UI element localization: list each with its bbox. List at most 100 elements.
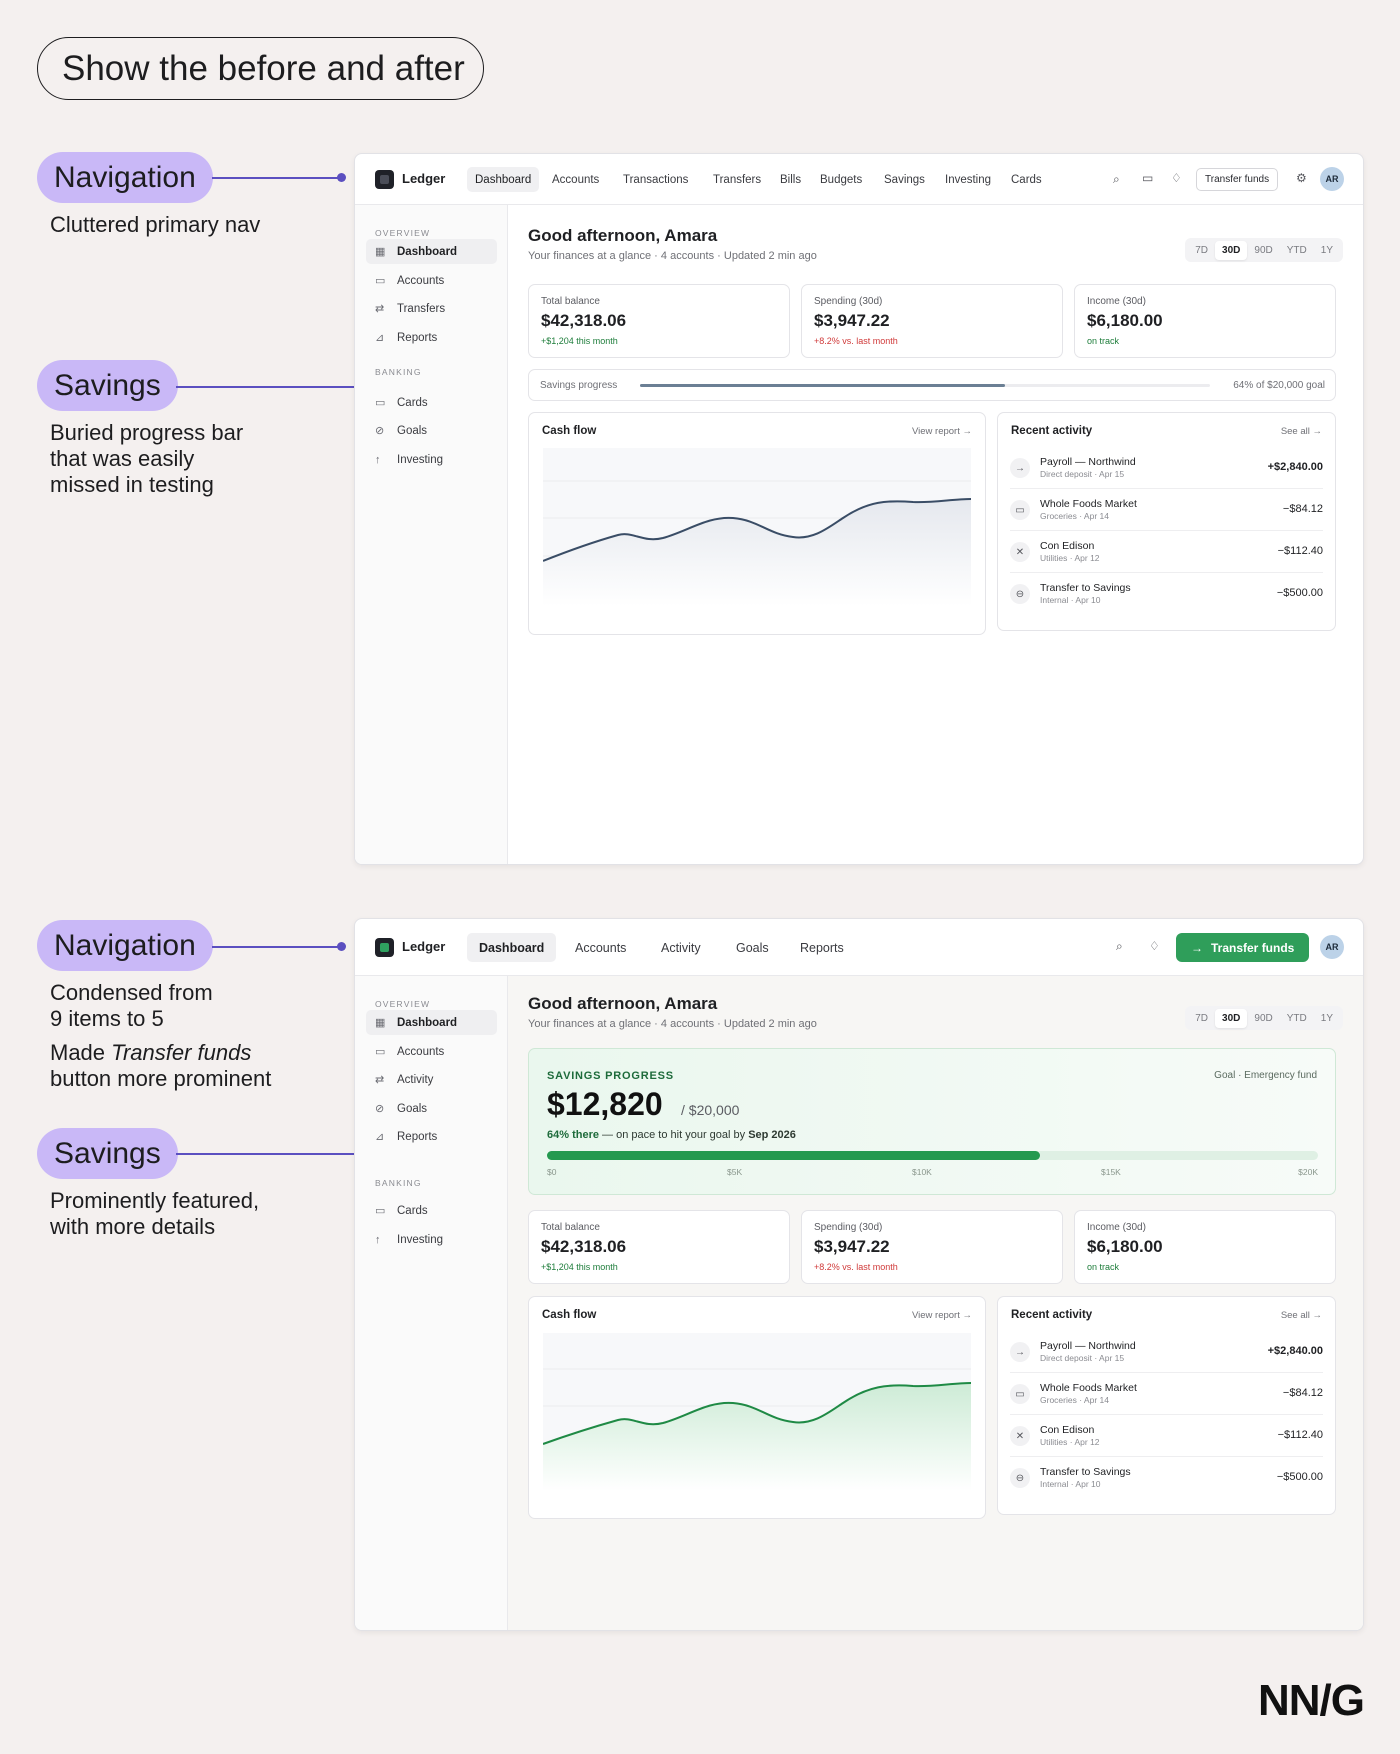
range-90d[interactable]: 90D: [1254, 1012, 1273, 1024]
sidebar-item-cards[interactable]: ▭ Cards: [375, 396, 428, 410]
close-icon: ✕: [1010, 1426, 1030, 1446]
list-item[interactable]: → Payroll — Northwind Direct deposit · A…: [1010, 1335, 1323, 1373]
stat-change: +8.2% vs. last month: [814, 336, 898, 346]
activity-amount: −$84.12: [1282, 503, 1323, 515]
bell-icon[interactable]: ♢: [1171, 171, 1182, 185]
sidebar-item-accounts[interactable]: ▭ Accounts: [375, 1045, 445, 1059]
transfer-funds-button[interactable]: → Transfer funds: [1176, 933, 1310, 962]
logo-icon: [375, 170, 394, 189]
nav-budgets[interactable]: Budgets: [820, 173, 863, 186]
swap-icon: ⇄: [375, 303, 385, 315]
search-icon[interactable]: ⌕: [1113, 172, 1120, 186]
stat-card-income[interactable]: Income (30d) $6,180.00 on track: [1074, 1210, 1336, 1284]
nav-cards[interactable]: Cards: [1011, 173, 1042, 186]
view-report-link[interactable]: View report →: [911, 426, 972, 437]
savings-progress-card[interactable]: SAVINGS PROGRESS Goal · Emergency fund $…: [528, 1048, 1336, 1195]
sidebar-item-dashboard[interactable]: ▦ Dashboard: [366, 1010, 497, 1035]
sidebar-item-reports[interactable]: ⊿ Reports: [375, 1130, 438, 1144]
trend-icon: ↑: [375, 453, 381, 466]
savings-goal-label: Goal · Emergency fund: [1214, 1070, 1317, 1081]
annotation-tag-navigation-before: Navigation: [37, 152, 213, 203]
list-item[interactable]: ▭ Whole Foods Market Groceries · Apr 14 …: [1010, 493, 1323, 531]
view-report-link[interactable]: View report →: [911, 1310, 972, 1321]
nav-investing[interactable]: Investing: [945, 173, 992, 186]
range-selector: 7D 30D 90D YTD 1Y: [1185, 1006, 1343, 1030]
range-30d[interactable]: 30D: [1215, 1008, 1248, 1028]
list-item[interactable]: → Payroll — Northwind Direct deposit · A…: [1010, 451, 1323, 489]
minus-circle-icon: ⊖: [1010, 1468, 1030, 1488]
list-item[interactable]: ⊖ Transfer to Savings Internal · Apr 10 …: [1010, 1461, 1323, 1499]
sidebar-item-dashboard[interactable]: ▦ Dashboard: [366, 239, 497, 264]
annotation-text: Buried progress bar that was easily miss…: [50, 420, 244, 497]
gear-icon[interactable]: ⚙: [1296, 171, 1307, 185]
range-1y[interactable]: 1Y: [1320, 244, 1333, 256]
chat-icon[interactable]: ▭: [1142, 171, 1154, 185]
nav-transactions[interactable]: Transactions: [623, 173, 689, 186]
stat-card-income[interactable]: Income (30d) $6,180.00 on track: [1074, 284, 1336, 358]
sidebar-item-activity[interactable]: ⇄ Activity: [375, 1073, 434, 1087]
close-icon: ✕: [1010, 542, 1030, 562]
stat-card-spending[interactable]: Spending (30d) $3,947.22 +8.2% vs. last …: [801, 1210, 1063, 1284]
sidebar-item-transfers[interactable]: ⇄ Transfers: [375, 302, 446, 316]
bell-icon[interactable]: ♢: [1149, 939, 1160, 953]
sidebar-heading-overview: OVERVIEW: [375, 228, 431, 238]
logo-icon: [375, 938, 394, 957]
nav-dashboard[interactable]: Dashboard: [467, 167, 540, 192]
nav-goals[interactable]: Goals: [736, 940, 769, 955]
cash-flow-card: Cash flow View report →: [528, 1296, 986, 1519]
stat-change: +$1,204 this month: [541, 336, 618, 346]
sidebar-item-goals[interactable]: ⊘ Goals: [375, 1102, 428, 1116]
list-item[interactable]: ▭ Whole Foods Market Groceries · Apr 14 …: [1010, 1377, 1323, 1415]
see-all-link[interactable]: See all →: [1280, 426, 1322, 437]
activity-name: Payroll — Northwind: [1040, 1340, 1136, 1352]
transfer-funds-button[interactable]: Transfer funds: [1196, 168, 1279, 191]
list-item[interactable]: ✕ Con Edison Utilities · Apr 12 −$112.40: [1010, 1419, 1323, 1457]
subtitle: Your finances at a glance · 4 accounts ·…: [528, 1018, 817, 1030]
nav-savings[interactable]: Savings: [884, 173, 925, 186]
nav-reports[interactable]: Reports: [800, 940, 844, 955]
nav-activity[interactable]: Activity: [661, 940, 701, 955]
range-7d[interactable]: 7D: [1195, 244, 1209, 256]
card-icon: ▭: [1010, 1384, 1030, 1404]
stat-value: $6,180.00: [1087, 1237, 1163, 1256]
list-item[interactable]: ✕ Con Edison Utilities · Apr 12 −$112.40: [1010, 535, 1323, 573]
range-7d[interactable]: 7D: [1195, 1012, 1209, 1024]
recent-activity-card: Recent activity See all → → Payroll — No…: [997, 1296, 1336, 1515]
range-ytd[interactable]: YTD: [1286, 1012, 1307, 1024]
sidebar-item-investing[interactable]: ↑ Investing: [375, 453, 444, 466]
annotation-tag-navigation-after: Navigation: [37, 920, 213, 971]
activity-name: Transfer to Savings: [1040, 582, 1131, 594]
nav-accounts[interactable]: Accounts: [575, 940, 627, 955]
leader-line: [176, 386, 530, 388]
sidebar-item-cards[interactable]: ▭ Cards: [375, 1204, 428, 1218]
range-1y[interactable]: 1Y: [1320, 1012, 1333, 1024]
stat-label: Total balance: [541, 1222, 600, 1233]
check-circle-icon: ⊘: [375, 1103, 385, 1115]
range-30d[interactable]: 30D: [1215, 240, 1248, 260]
savings-track: [547, 1151, 1318, 1160]
stat-card-total-balance[interactable]: Total balance $42,318.06 +$1,204 this mo…: [528, 284, 790, 358]
nav-bills[interactable]: Bills: [780, 173, 802, 186]
nav-accounts[interactable]: Accounts: [552, 173, 600, 186]
recent-activity-card: Recent activity See all → → Payroll — No…: [997, 412, 1336, 631]
sidebar-item-goals[interactable]: ⊘ Goals: [375, 424, 428, 438]
avatar[interactable]: AR: [1320, 935, 1344, 959]
avatar[interactable]: AR: [1320, 167, 1344, 191]
stat-card-spending[interactable]: Spending (30d) $3,947.22 +8.2% vs. last …: [801, 284, 1063, 358]
cash-flow-chart: [543, 1333, 971, 1491]
chart-icon: ⊿: [375, 332, 385, 344]
savings-progress-bar[interactable]: Savings progress 64% of $20,000 goal: [528, 369, 1336, 401]
nav-dashboard[interactable]: Dashboard: [467, 933, 557, 962]
activity-amount: −$84.12: [1282, 1387, 1323, 1399]
range-90d[interactable]: 90D: [1254, 244, 1273, 256]
stat-card-total-balance[interactable]: Total balance $42,318.06 +$1,204 this mo…: [528, 1210, 790, 1284]
nav-transfers[interactable]: Transfers: [713, 173, 762, 186]
sidebar-item-investing[interactable]: ↑ Investing: [375, 1233, 444, 1246]
see-all-link[interactable]: See all →: [1280, 1310, 1322, 1321]
range-ytd[interactable]: YTD: [1286, 244, 1307, 256]
sidebar-item-reports[interactable]: ⊿ Reports: [375, 331, 438, 345]
search-icon[interactable]: ⌕: [1116, 939, 1123, 953]
sidebar-item-accounts[interactable]: ▭ Accounts: [375, 274, 445, 288]
list-item[interactable]: ⊖ Transfer to Savings Internal · Apr 10 …: [1010, 577, 1323, 615]
check-circle-icon: ⊘: [375, 425, 385, 437]
